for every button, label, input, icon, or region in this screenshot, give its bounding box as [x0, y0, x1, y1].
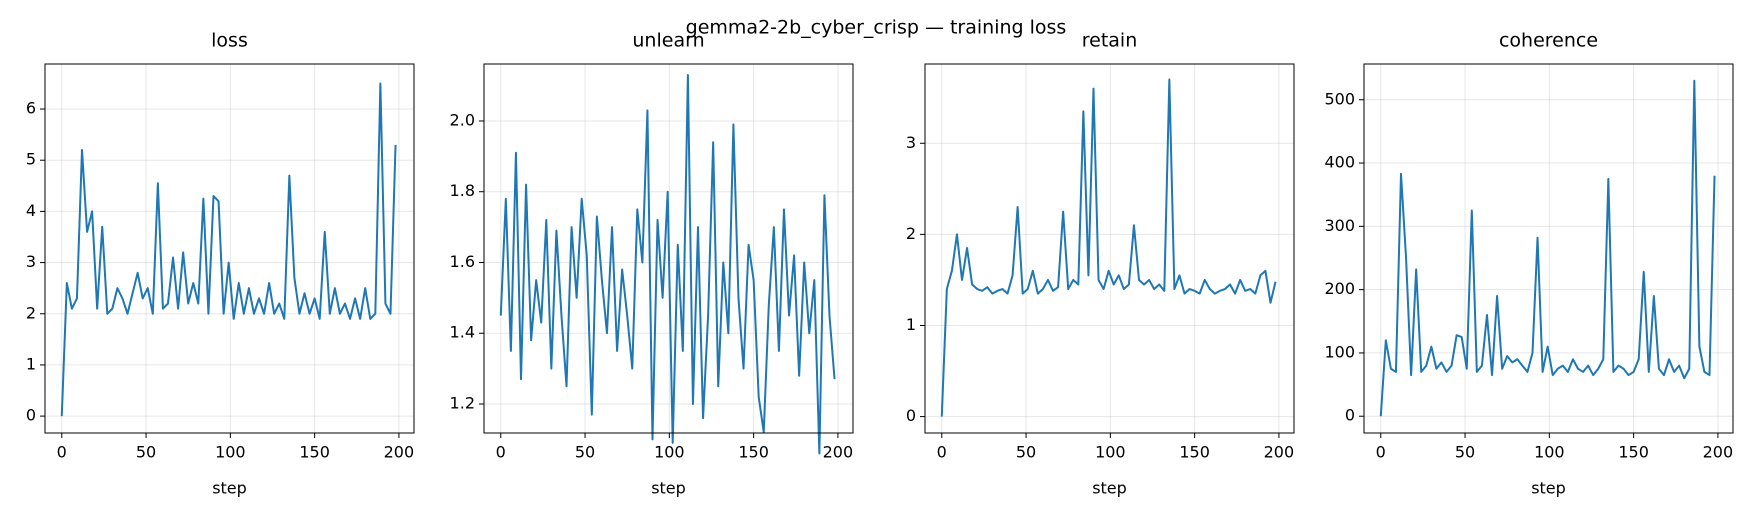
- x-tick-label: 50: [575, 443, 595, 462]
- x-tick-label: 50: [136, 443, 156, 462]
- y-tick-label: 3: [906, 133, 916, 152]
- x-tick-label: 150: [738, 443, 769, 462]
- x-tick-label: 0: [496, 443, 506, 462]
- x-tick-label: 50: [1455, 443, 1475, 462]
- y-tick-label: 6: [26, 99, 36, 118]
- x-tick-label: 200: [1264, 443, 1295, 462]
- y-tick-label: 400: [1324, 153, 1355, 172]
- subplot-title: loss: [211, 30, 248, 52]
- y-tick-label: 1.2: [450, 393, 475, 412]
- x-tick-label: 50: [1016, 443, 1036, 462]
- y-tick-label: 0: [26, 406, 36, 425]
- data-line: [60, 82, 397, 417]
- axes-frame: [44, 63, 415, 434]
- y-tick-label: 2: [26, 303, 36, 322]
- data-line: [499, 73, 836, 455]
- figure-title: gemma2-2b_cyber_crisp — training loss: [686, 17, 1067, 39]
- y-tick-label: 2.0: [450, 110, 475, 129]
- y-tick-label: 3: [26, 252, 36, 271]
- y-tick-label: 1.6: [450, 252, 475, 271]
- axes-frame: [924, 63, 1295, 434]
- x-tick-label: 100: [1534, 443, 1565, 462]
- subplot-title: retain: [1082, 30, 1138, 52]
- y-tick-label: 1.8: [450, 181, 475, 200]
- axes-frame: [1363, 63, 1734, 434]
- y-tick-label: 2: [906, 224, 916, 243]
- y-tick-label: 1: [26, 354, 36, 373]
- x-tick-label: 200: [384, 443, 415, 462]
- y-tick-label: 300: [1324, 216, 1355, 235]
- x-tick-label: 100: [654, 443, 685, 462]
- y-tick-label: 1.4: [450, 323, 475, 342]
- x-axis-label: step: [1092, 479, 1127, 498]
- y-tick-label: 500: [1324, 89, 1355, 108]
- y-tick-label: 0: [906, 406, 916, 425]
- x-tick-label: 200: [823, 443, 854, 462]
- x-axis-label: step: [651, 479, 686, 498]
- y-tick-label: 100: [1324, 342, 1355, 361]
- y-tick-label: 200: [1324, 279, 1355, 298]
- x-tick-label: 0: [937, 443, 947, 462]
- subplot-title: coherence: [1499, 30, 1598, 52]
- x-tick-label: 100: [1095, 443, 1126, 462]
- y-tick-label: 1: [906, 315, 916, 334]
- axes-frame: [483, 63, 854, 434]
- x-axis-label: step: [212, 479, 247, 498]
- data-line: [1379, 79, 1716, 417]
- data-line: [940, 78, 1277, 417]
- x-axis-label: step: [1531, 479, 1566, 498]
- y-tick-label: 4: [26, 201, 36, 220]
- y-tick-label: 5: [26, 150, 36, 169]
- subplot-title: unlearn: [632, 30, 704, 52]
- x-tick-label: 150: [1618, 443, 1649, 462]
- x-tick-label: 150: [299, 443, 330, 462]
- x-tick-label: 0: [1376, 443, 1386, 462]
- x-tick-label: 200: [1703, 443, 1734, 462]
- x-tick-label: 0: [57, 443, 67, 462]
- x-tick-label: 100: [215, 443, 246, 462]
- x-tick-label: 150: [1179, 443, 1210, 462]
- y-tick-label: 0: [1345, 406, 1355, 425]
